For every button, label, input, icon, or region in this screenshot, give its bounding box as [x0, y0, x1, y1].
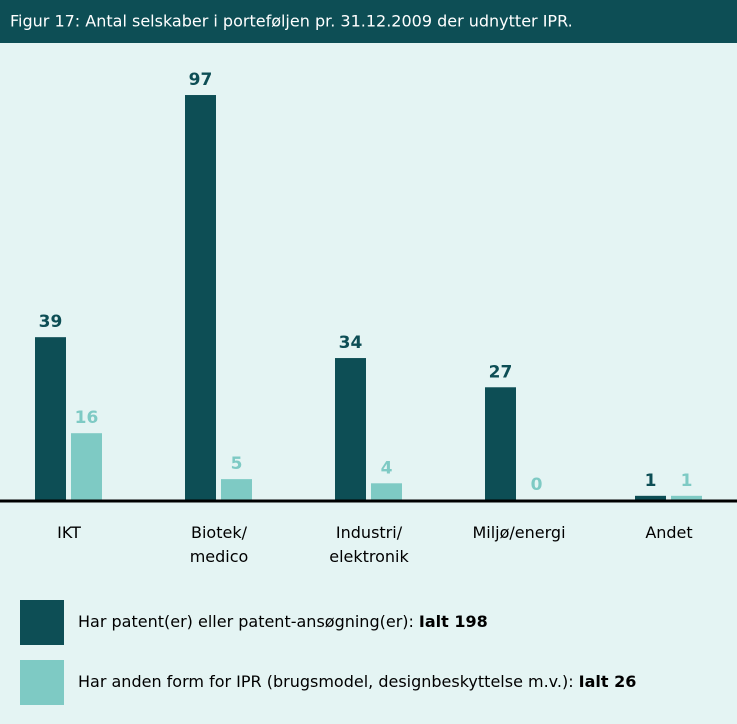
x-tick-label-line: Industri/ — [336, 523, 403, 542]
value-label: 16 — [75, 408, 99, 428]
bar — [71, 433, 102, 500]
legend-label: Har patent(er) eller patent-ansøgning(er… — [78, 612, 488, 631]
chart-title: Figur 17: Antal selskaber i porteføljen … — [10, 12, 573, 31]
x-tick-label: Miljø/energi — [472, 523, 565, 542]
value-label: 97 — [189, 70, 213, 90]
x-tick-label-line: Andet — [645, 523, 692, 542]
bar — [35, 337, 66, 500]
value-label: 39 — [39, 312, 63, 332]
x-tick-label: Biotek/medico — [190, 523, 249, 566]
value-label: 5 — [231, 454, 243, 474]
bar — [221, 479, 252, 500]
x-tick-label: Andet — [645, 523, 692, 542]
value-label: 4 — [381, 458, 393, 478]
x-tick-label-line: Biotek/ — [191, 523, 248, 542]
legend-name: Har patent(er) eller patent-ansøgning(er… — [78, 612, 414, 631]
value-label: 27 — [489, 362, 513, 382]
value-label: 1 — [645, 471, 657, 491]
bar — [371, 483, 402, 500]
bar — [485, 387, 516, 500]
bar — [335, 358, 366, 500]
x-tick-label-line: Miljø/energi — [472, 523, 565, 542]
value-label: 0 — [531, 475, 543, 495]
x-tick-label: Industri/elektronik — [329, 523, 409, 566]
legend-total: Ialt 198 — [419, 612, 488, 631]
value-label: 34 — [339, 333, 363, 353]
x-tick-label-line: elektronik — [329, 547, 409, 566]
bar — [671, 495, 702, 500]
bar — [635, 495, 666, 500]
legend-swatch — [20, 660, 64, 705]
x-tick-label-line: IKT — [57, 523, 81, 542]
x-tick-label-line: medico — [190, 547, 249, 566]
legend-label: Har anden form for IPR (brugsmodel, desi… — [78, 672, 636, 691]
x-tick-label: IKT — [57, 523, 81, 542]
bar — [185, 95, 216, 501]
legend-swatch — [20, 600, 64, 645]
title-bar — [0, 0, 737, 43]
legend-name: Har anden form for IPR (brugsmodel, desi… — [78, 672, 574, 691]
legend-total: Ialt 26 — [579, 672, 637, 691]
value-label: 1 — [681, 471, 693, 491]
